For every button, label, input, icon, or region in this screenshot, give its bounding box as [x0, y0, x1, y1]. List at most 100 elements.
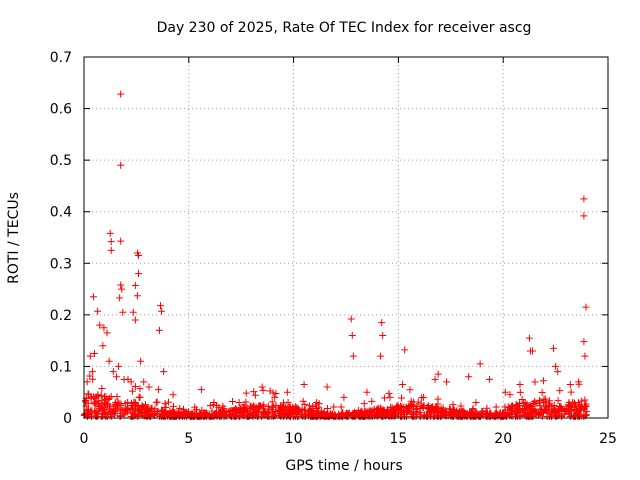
data-point — [254, 408, 262, 416]
data-point — [176, 410, 184, 418]
data-point — [104, 395, 112, 403]
data-point — [248, 404, 256, 412]
y-tick-label: 0.5 — [50, 153, 72, 169]
data-point — [492, 403, 500, 411]
data-point — [581, 396, 589, 404]
data-point — [288, 409, 296, 417]
data-point — [140, 378, 148, 386]
data-point — [169, 412, 177, 420]
data-point — [409, 409, 417, 417]
data-point — [421, 411, 429, 419]
data-point — [556, 387, 564, 395]
data-point — [529, 399, 537, 407]
data-point — [268, 408, 276, 416]
data-point — [89, 293, 97, 301]
data-point — [385, 389, 393, 397]
data-point — [115, 362, 123, 370]
data-point — [100, 399, 108, 407]
data-point — [195, 412, 203, 420]
data-point — [545, 412, 553, 420]
data-point — [368, 411, 376, 419]
data-point — [250, 388, 258, 396]
data-point — [406, 401, 414, 409]
data-point — [154, 408, 162, 415]
data-point — [246, 410, 254, 418]
data-point — [100, 324, 108, 332]
data-point — [92, 399, 100, 407]
data-point — [98, 384, 106, 392]
data-point — [186, 412, 194, 420]
data-point — [130, 412, 138, 420]
data-point — [157, 302, 165, 310]
data-point — [447, 408, 455, 416]
data-point — [127, 378, 135, 386]
data-point — [120, 375, 128, 383]
data-point — [538, 412, 546, 420]
data-point — [506, 404, 514, 412]
x-tick-label: 25 — [599, 431, 617, 447]
data-point — [133, 292, 141, 300]
data-point — [388, 407, 396, 415]
data-point — [117, 161, 125, 169]
data-point — [105, 394, 113, 402]
data-point — [525, 334, 533, 342]
data-point — [106, 229, 114, 237]
data-point — [234, 407, 242, 415]
data-point — [501, 410, 509, 418]
data-point — [301, 401, 309, 409]
data-point — [507, 410, 515, 418]
y-tick-label: 0.1 — [50, 359, 72, 375]
data-point — [284, 404, 292, 412]
data-point — [112, 373, 120, 381]
data-point — [420, 401, 428, 409]
data-point — [86, 352, 94, 360]
data-point — [418, 394, 426, 402]
data-point — [251, 391, 259, 399]
data-point — [426, 409, 434, 417]
data-point — [379, 331, 387, 339]
data-point — [117, 90, 125, 98]
chart-title: Day 230 of 2025, Rate Of TEC Index for r… — [157, 20, 532, 36]
data-point — [169, 402, 177, 410]
y-tick-label: 0 — [63, 411, 72, 427]
data-point — [360, 400, 368, 408]
data-point — [348, 331, 356, 339]
data-point — [330, 403, 338, 411]
data-point — [88, 368, 96, 376]
data-point — [197, 386, 205, 394]
data-point — [449, 401, 457, 409]
data-point — [297, 411, 305, 419]
data-point — [380, 394, 388, 402]
data-point — [210, 401, 218, 409]
data-point — [206, 412, 214, 420]
data-point — [472, 399, 480, 407]
data-point — [357, 407, 365, 415]
data-point — [323, 383, 331, 391]
data-point — [136, 385, 144, 393]
data-point — [434, 370, 442, 378]
data-point — [84, 390, 92, 398]
data-point — [89, 375, 97, 383]
data-point — [399, 380, 407, 388]
data-point — [99, 342, 107, 350]
data-point — [537, 406, 545, 414]
data-point — [300, 380, 308, 388]
data-point — [312, 401, 320, 409]
data-point — [90, 398, 98, 406]
data-point — [349, 352, 357, 360]
data-point — [397, 412, 405, 420]
data-point — [176, 404, 184, 412]
data-point — [519, 409, 527, 417]
data-point — [265, 411, 273, 419]
data-point — [284, 410, 292, 418]
data-point — [258, 383, 266, 391]
data-point — [580, 412, 588, 420]
data-point — [309, 403, 317, 411]
data-point — [202, 410, 210, 418]
data-point — [476, 360, 484, 368]
data-point — [540, 395, 548, 403]
data-point — [397, 406, 405, 414]
data-point — [120, 411, 128, 419]
data-point — [386, 393, 394, 401]
x-axis-label: GPS time / hours — [285, 458, 402, 474]
